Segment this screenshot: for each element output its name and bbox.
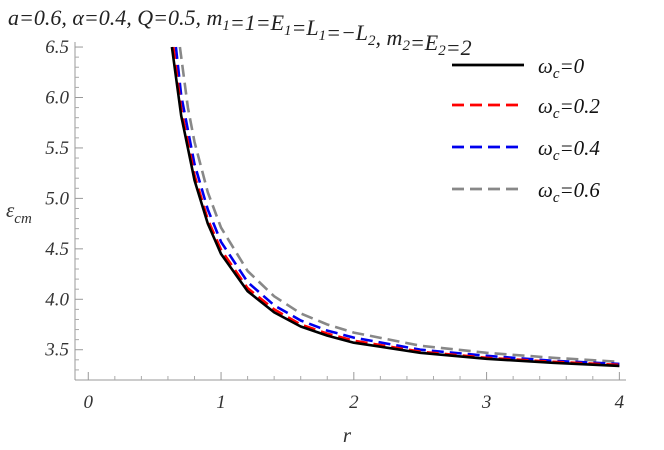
- series-line-1: [172, 46, 620, 367]
- x-axis-label: r: [343, 423, 352, 447]
- x-tick-label: 4: [615, 392, 625, 413]
- legend-label-3: ωc=0.6: [538, 178, 600, 206]
- x-tick-label: 1: [216, 392, 226, 413]
- y-axis-label: εcm: [6, 198, 32, 227]
- x-tick-label: 3: [481, 392, 492, 413]
- tick-labels: 0 1 2 3 4 3.5 4.0 4.5 5.0 5.5 6.0 6.5: [44, 37, 624, 413]
- legend-label-2: ωc=0.4: [538, 136, 600, 164]
- legend-label-1: ωc=0.2: [538, 94, 600, 122]
- y-tick-label: 3.5: [44, 340, 69, 361]
- y-tick-label: 5.0: [45, 188, 69, 209]
- legend: ωc=0 ωc=0.2 ωc=0.4 ωc=0.6: [452, 54, 600, 206]
- series-lines: [170, 46, 620, 368]
- y-tick-label: 4.0: [45, 289, 69, 310]
- y-tick-label: 4.5: [45, 239, 69, 260]
- x-tick-label: 2: [349, 392, 359, 413]
- series-line-3: [178, 46, 620, 364]
- y-tick-label: 6.0: [45, 87, 69, 108]
- legend-label-0: ωc=0: [538, 54, 585, 82]
- series-line-2: [174, 46, 620, 366]
- y-tick-label: 5.5: [45, 138, 69, 159]
- x-tick-label: 0: [84, 392, 94, 413]
- series-line-0: [170, 46, 620, 368]
- chart-title: a=0.6, α=0.4, Q=0.5, m1=1=E1=L1=−L2, m2=…: [8, 5, 472, 60]
- axes: [74, 42, 626, 381]
- y-tick-label: 6.5: [45, 37, 69, 58]
